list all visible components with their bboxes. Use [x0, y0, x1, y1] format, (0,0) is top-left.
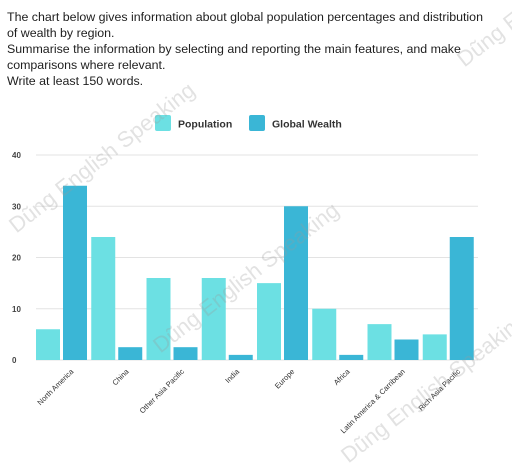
- y-axis: 0 10 20 30 40: [12, 151, 21, 365]
- bar-global-wealth-north-america: [63, 185, 87, 360]
- legend-swatch-population: [155, 115, 171, 131]
- prompt-line: of wealth by region.: [7, 26, 115, 40]
- x-tick-label: China: [110, 366, 131, 387]
- bar-population-north-america: [36, 329, 60, 360]
- bar-population-rich-asia-pacific: [422, 334, 447, 360]
- bar-global-wealth-rich-asia-pacific: [449, 237, 474, 360]
- y-tick-label: 0: [12, 356, 17, 365]
- x-tick-label: Latin America & Carribean: [339, 367, 407, 435]
- bar-global-wealth-china: [118, 347, 143, 360]
- bar-global-wealth-africa: [339, 354, 364, 360]
- bar-population-india: [201, 278, 226, 360]
- legend-swatch-global-wealth: [249, 115, 265, 131]
- bar-population-latin-america-carribean: [367, 324, 392, 360]
- legend-label-population: Population: [178, 119, 232, 131]
- y-tick-label: 10: [12, 305, 21, 314]
- x-axis: North America China Other Asia Pacific Indi…: [35, 366, 462, 435]
- bar-population-africa: [312, 308, 337, 360]
- x-tick-label: Africa: [332, 366, 353, 387]
- y-tick-label: 40: [12, 151, 21, 160]
- y-tick-label: 20: [12, 254, 21, 263]
- bar-global-wealth-europe: [284, 206, 308, 360]
- x-tick-label: Other Asia Pacific: [138, 367, 186, 415]
- bar-global-wealth-latin-america-carribean: [394, 339, 419, 360]
- task-prompt: The chart below gives information about …: [7, 9, 507, 89]
- prompt-line: Write at least 150 words.: [7, 74, 144, 88]
- legend-label-global-wealth: Global Wealth: [272, 119, 342, 131]
- legend: Population Global Wealth: [155, 115, 342, 131]
- bar-population-china: [91, 237, 116, 360]
- x-tick-label: Europe: [273, 367, 296, 390]
- prompt-line: The chart below gives information about …: [7, 10, 483, 24]
- prompt-line: Summarise the information by selecting a…: [7, 42, 461, 56]
- bar-global-wealth-india: [228, 354, 253, 360]
- bar-chart: 0 10 20 30 40 North America China Other Asia P…: [12, 115, 478, 435]
- x-tick-label: North America: [35, 366, 76, 407]
- bar-population-other-asia-pacific: [146, 278, 171, 360]
- x-tick-label: Rich Asia Pacific: [417, 367, 463, 413]
- bar-global-wealth-other-asia-pacific: [173, 347, 198, 360]
- bar-population-europe: [257, 283, 281, 360]
- bars: [36, 185, 474, 360]
- x-tick-label: India: [223, 366, 241, 384]
- y-tick-label: 30: [12, 202, 21, 211]
- prompt-line: comparisons where relevant.: [7, 58, 166, 72]
